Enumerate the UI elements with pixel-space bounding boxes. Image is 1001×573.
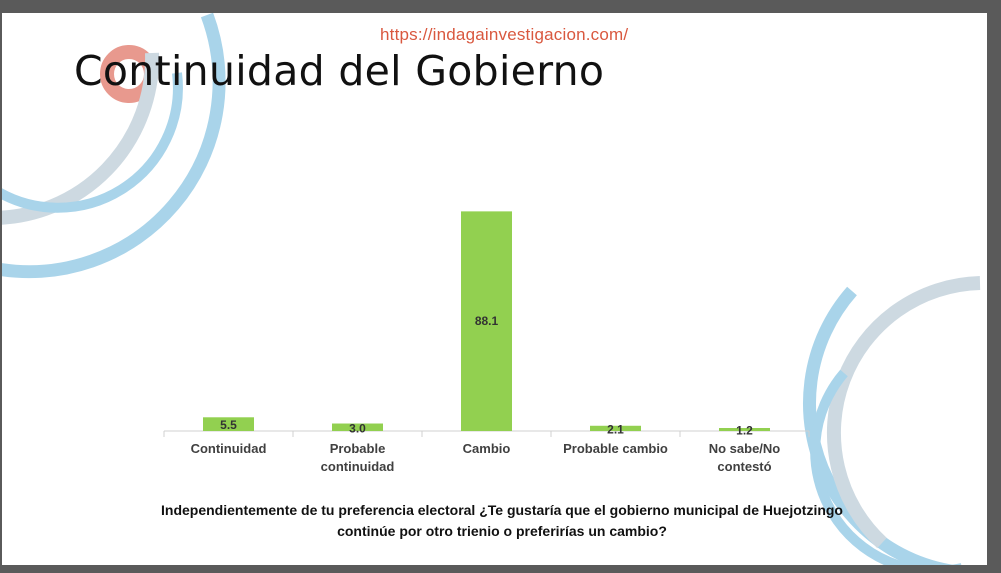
bar-value-label: 88.1 — [475, 314, 499, 328]
category-label: Cambio — [463, 441, 511, 456]
blue-arc-decoration-small — [2, 72, 183, 213]
bar-value-label: 3.0 — [349, 421, 366, 435]
bar-chart: 5.5 Continuidad 3.0 Probable continuidad 88.1… — [163, 211, 810, 474]
gray-arc-decoration — [2, 52, 160, 225]
decorative-arcs — [2, 13, 981, 565]
bar-value-label: 1.2 — [736, 424, 753, 438]
page-title: Continuidad del Gobierno — [74, 47, 605, 95]
slide: https://indagainvestigacion.com/ Continu… — [2, 13, 987, 565]
bar-value-label: 2.1 — [607, 422, 624, 436]
bar-value-label: 5.5 — [220, 418, 237, 432]
category-label: No sabe/No — [709, 441, 781, 456]
bar — [590, 425, 641, 431]
category-label: Continuidad — [191, 441, 267, 456]
bar — [719, 428, 770, 431]
bar — [461, 211, 512, 431]
blue-arc-decoration — [2, 13, 226, 279]
category-label: contestó — [717, 459, 771, 474]
category-label: continuidad — [321, 459, 395, 474]
blue-arc-decoration-br — [803, 286, 955, 565]
bar — [203, 417, 254, 431]
blue-arc-decoration-br-small — [810, 369, 962, 565]
source-url[interactable]: https://indagainvestigacion.com/ — [380, 25, 629, 44]
category-label: Probable — [330, 441, 386, 456]
chart-question: Independientemente de tu preferencia ele… — [161, 502, 843, 539]
category-label: Probable cambio — [563, 441, 668, 456]
bar — [332, 423, 383, 431]
